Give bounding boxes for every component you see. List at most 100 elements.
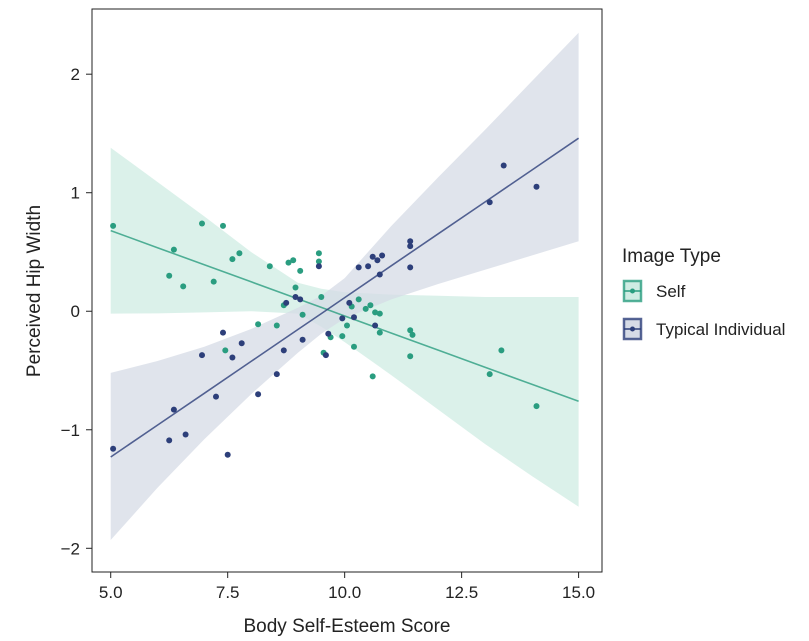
data-point-1-22 bbox=[351, 314, 357, 321]
data-point-1-33 bbox=[486, 199, 493, 206]
data-point-1-35 bbox=[533, 183, 540, 190]
data-point-0-24 bbox=[339, 333, 346, 340]
data-point-1-2 bbox=[170, 406, 177, 413]
data-point-1-9 bbox=[238, 340, 245, 347]
x-tick-label: 12.5 bbox=[445, 583, 478, 602]
data-point-0-9 bbox=[236, 250, 243, 257]
data-point-0-38 bbox=[486, 371, 493, 378]
y-tick-label: −1 bbox=[61, 421, 80, 440]
data-point-1-25 bbox=[369, 253, 376, 260]
data-point-0-0 bbox=[110, 222, 117, 229]
data-point-1-11 bbox=[273, 371, 280, 378]
plot-frame bbox=[91, 8, 603, 573]
data-point-0-27 bbox=[351, 343, 357, 350]
x-axis: 5.0 7.5 10.0 12.5 15.0 bbox=[99, 572, 595, 602]
data-point-0-2 bbox=[170, 246, 177, 253]
data-point-1-16 bbox=[299, 336, 306, 343]
data-point-0-37 bbox=[409, 331, 416, 338]
legend-key-point bbox=[630, 288, 635, 294]
data-point-0-12 bbox=[273, 322, 280, 329]
data-point-0-19 bbox=[315, 258, 322, 265]
data-point-1-5 bbox=[213, 393, 219, 400]
data-point-1-4 bbox=[199, 352, 205, 359]
data-point-1-1 bbox=[166, 437, 173, 444]
data-point-0-25 bbox=[344, 322, 350, 329]
legend-label: Self bbox=[656, 282, 686, 301]
data-point-1-14 bbox=[292, 294, 299, 300]
data-point-0-6 bbox=[220, 222, 226, 229]
data-point-0-28 bbox=[355, 296, 362, 303]
fit-line-0 bbox=[110, 229, 579, 403]
data-point-0-18 bbox=[299, 311, 306, 318]
data-point-0-21 bbox=[318, 294, 325, 300]
data-point-1-23 bbox=[355, 264, 362, 271]
x-tick-label: 15.0 bbox=[562, 583, 595, 602]
data-point-0-29 bbox=[362, 305, 369, 312]
data-point-0-10 bbox=[255, 321, 262, 328]
data-point-1-6 bbox=[220, 329, 226, 336]
data-point-1-0 bbox=[110, 445, 117, 452]
data-point-1-15 bbox=[297, 296, 304, 303]
data-point-0-40 bbox=[533, 403, 540, 410]
data-point-1-17 bbox=[315, 263, 322, 270]
x-axis-title: Body Self-Esteem Score bbox=[244, 616, 451, 637]
data-point-0-36 bbox=[407, 353, 414, 360]
legend-label: Typical Individual bbox=[656, 320, 785, 339]
data-point-0-39 bbox=[498, 347, 505, 354]
data-point-1-30 bbox=[407, 243, 414, 250]
data-point-1-26 bbox=[372, 322, 379, 329]
data-points bbox=[110, 162, 540, 458]
data-point-1-20 bbox=[339, 315, 346, 322]
data-point-0-14 bbox=[285, 259, 292, 266]
y-axis: −2 −1 0 1 2 bbox=[61, 65, 92, 558]
data-point-0-16 bbox=[292, 284, 299, 291]
fit-line-1 bbox=[110, 137, 580, 458]
y-tick-label: 2 bbox=[71, 65, 80, 84]
data-point-0-7 bbox=[222, 347, 229, 354]
y-axis-title: Perceived Hip Width bbox=[24, 205, 45, 377]
data-point-0-17 bbox=[297, 267, 304, 274]
data-point-0-32 bbox=[372, 309, 379, 316]
data-point-1-24 bbox=[365, 263, 372, 270]
data-point-1-29 bbox=[379, 252, 386, 259]
data-point-1-8 bbox=[229, 354, 236, 361]
data-point-0-1 bbox=[166, 272, 173, 279]
data-point-0-20 bbox=[315, 250, 322, 257]
confidence-band-1 bbox=[110, 32, 579, 540]
data-point-0-3 bbox=[180, 283, 187, 290]
regression-lines bbox=[110, 137, 580, 458]
data-point-1-19 bbox=[325, 330, 332, 337]
data-point-0-15 bbox=[290, 257, 297, 264]
data-point-0-11 bbox=[266, 263, 273, 270]
data-point-0-34 bbox=[376, 329, 383, 336]
data-point-0-30 bbox=[367, 302, 374, 309]
y-tick-label: 1 bbox=[71, 184, 80, 203]
x-tick-label: 10.0 bbox=[328, 583, 361, 602]
data-point-1-18 bbox=[322, 352, 329, 359]
legend-item: Typical Individual bbox=[622, 317, 785, 341]
data-point-1-3 bbox=[182, 431, 189, 438]
data-point-1-34 bbox=[500, 162, 507, 169]
data-point-1-31 bbox=[407, 238, 414, 245]
x-tick-label: 7.5 bbox=[216, 583, 240, 602]
data-point-0-31 bbox=[369, 373, 376, 380]
data-point-1-13 bbox=[283, 299, 290, 306]
legend-key-point bbox=[630, 326, 635, 332]
legend-title: Image Type bbox=[622, 246, 721, 267]
data-point-0-8 bbox=[229, 256, 236, 263]
x-tick-label: 5.0 bbox=[99, 583, 123, 602]
legend: Image Type Self Typical Individual bbox=[622, 246, 785, 341]
y-tick-label: 0 bbox=[71, 302, 80, 321]
data-point-0-35 bbox=[407, 327, 414, 334]
data-point-0-5 bbox=[210, 278, 217, 285]
data-point-0-33 bbox=[376, 310, 383, 317]
legend-item: Self bbox=[622, 279, 686, 303]
data-point-1-21 bbox=[346, 299, 353, 306]
data-point-0-4 bbox=[199, 220, 205, 227]
data-point-1-27 bbox=[374, 257, 381, 264]
data-point-1-32 bbox=[407, 264, 414, 271]
y-tick-label: −2 bbox=[61, 539, 80, 558]
data-point-1-28 bbox=[376, 271, 383, 278]
data-point-1-7 bbox=[224, 451, 231, 458]
